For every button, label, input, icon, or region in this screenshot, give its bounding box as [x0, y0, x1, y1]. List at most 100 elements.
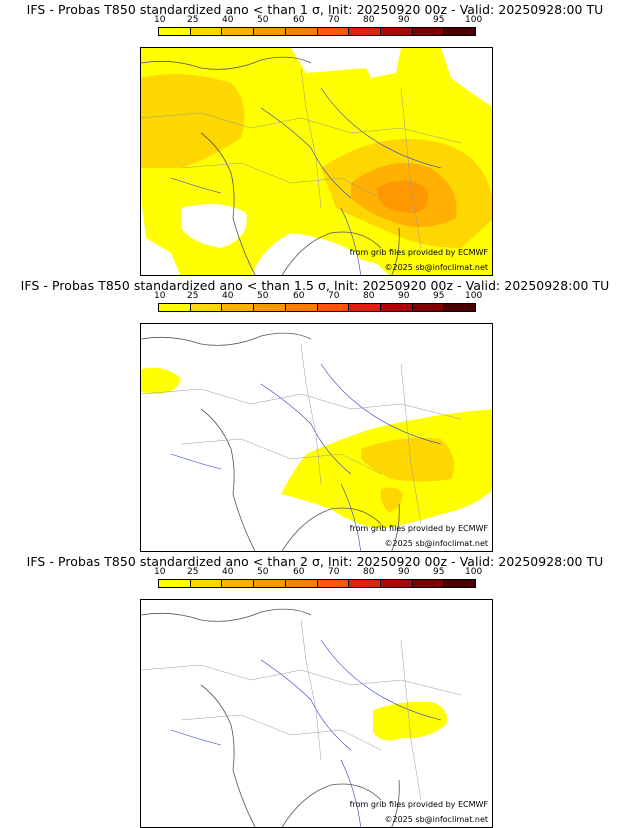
colorbar-swatch — [317, 304, 350, 311]
colorbar-swatch — [317, 28, 350, 35]
colorbar-tick: 70 — [328, 15, 340, 25]
probability-map: from grib files provided by ECMWF ©2025 … — [140, 323, 493, 552]
admin-borders — [141, 343, 462, 525]
colorbar-swatch — [254, 580, 286, 587]
no-prob-area — [356, 48, 401, 78]
colorbar-tick: 10 — [154, 15, 166, 25]
copyright-credit: ©2025 sb@infoclimat.net — [384, 263, 489, 272]
map-canvas — [141, 48, 492, 275]
colorbar-swatch — [254, 304, 286, 311]
coastlines — [141, 608, 400, 827]
colorbar-swatch — [190, 580, 223, 587]
colorbar-tick: 95 — [433, 15, 445, 25]
colorbar-tick: 100 — [465, 291, 483, 301]
prob-area-50 — [376, 180, 429, 213]
colorbar-tick-labels: 10 25 40 50 60 70 80 90 95 100 — [0, 292, 630, 302]
colorbar-swatch — [159, 304, 191, 311]
colorbar-swatch — [190, 28, 223, 35]
colorbar-tick: 80 — [363, 567, 375, 577]
colorbar-tick: 10 — [154, 291, 166, 301]
map-canvas — [141, 608, 462, 827]
prob-area-25 — [361, 437, 455, 482]
colorbar-tick: 10 — [154, 567, 166, 577]
colorbar-tick: 80 — [363, 15, 375, 25]
colorbar-tick: 70 — [328, 567, 340, 577]
colorbar-tick: 40 — [222, 291, 234, 301]
no-prob-area — [181, 204, 247, 248]
colorbar-swatch — [317, 580, 350, 587]
admin-borders — [141, 67, 462, 249]
rivers — [170, 363, 442, 551]
colorbar-tick: 40 — [222, 15, 234, 25]
copyright-credit: ©2025 sb@infoclimat.net — [384, 539, 489, 548]
rivers — [170, 639, 442, 827]
colorbar-swatch — [222, 304, 255, 311]
no-prob-area — [251, 233, 370, 275]
colorbar-swatch — [444, 580, 476, 587]
rivers — [170, 87, 442, 275]
colorbar-tick: 25 — [187, 291, 199, 301]
colorbar-swatch — [444, 28, 476, 35]
colorbar-tick: 95 — [433, 291, 445, 301]
coastlines — [141, 56, 400, 275]
colorbar-tick: 90 — [398, 567, 410, 577]
colorbar-swatch — [412, 28, 445, 35]
colorbar-tick: 50 — [257, 567, 269, 577]
colorbar-swatch — [380, 304, 413, 311]
colorbar-tick: 40 — [222, 567, 234, 577]
colorbar-swatch — [285, 580, 318, 587]
panel-title: IFS - Probas T850 standardized ano < tha… — [20, 278, 610, 293]
colorbar-tick-labels: 10 25 40 50 60 70 80 90 95 100 — [0, 568, 630, 578]
colorbar-tick: 25 — [187, 567, 199, 577]
colorbar-tick: 60 — [293, 15, 305, 25]
copyright-credit: ©2025 sb@infoclimat.net — [384, 815, 489, 824]
colorbar-swatch — [349, 28, 381, 35]
prob-area-10 — [373, 701, 447, 741]
prob-area-10 — [141, 367, 181, 394]
colorbar-tick: 95 — [433, 567, 445, 577]
colorbar-tick: 90 — [398, 15, 410, 25]
source-credit: from grib files provided by ECMWF — [349, 248, 488, 257]
colorbar-swatch — [349, 304, 381, 311]
source-credit: from grib files provided by ECMWF — [349, 800, 488, 809]
colorbar-swatch — [285, 28, 318, 35]
panel-title: IFS - Probas T850 standardized ano < tha… — [26, 554, 604, 569]
colorbar-tick: 60 — [293, 291, 305, 301]
colorbar-tick: 100 — [465, 15, 483, 25]
source-credit: from grib files provided by ECMWF — [349, 524, 488, 533]
chart-panel-2: IFS - Probas T850 standardized ano < tha… — [0, 276, 630, 552]
colorbar — [158, 303, 476, 312]
colorbar-swatch — [159, 580, 191, 587]
colorbar-swatch — [349, 580, 381, 587]
colorbar-tick: 50 — [257, 291, 269, 301]
map-canvas — [141, 332, 492, 551]
admin-borders — [141, 619, 462, 801]
colorbar-swatch — [380, 28, 413, 35]
panel-title: IFS - Probas T850 standardized ano < tha… — [26, 2, 604, 17]
colorbar-swatch — [254, 28, 286, 35]
colorbar-swatch — [380, 580, 413, 587]
colorbar-tick: 100 — [465, 567, 483, 577]
colorbar-swatch — [222, 28, 255, 35]
colorbar-tick-labels: 10 25 40 50 60 70 80 90 95 100 — [0, 16, 630, 26]
colorbar — [158, 579, 476, 588]
no-prob-area — [441, 48, 492, 107]
colorbar-swatch — [159, 28, 191, 35]
colorbar-swatch — [444, 304, 476, 311]
colorbar-tick: 25 — [187, 15, 199, 25]
colorbar-tick: 70 — [328, 291, 340, 301]
colorbar — [158, 27, 476, 36]
coastlines — [141, 332, 400, 551]
colorbar-tick: 60 — [293, 567, 305, 577]
chart-panel-3: IFS - Probas T850 standardized ano < tha… — [0, 552, 630, 828]
probability-map: from grib files provided by ECMWF ©2025 … — [140, 599, 493, 828]
colorbar-swatch — [412, 580, 445, 587]
prob-area-25 — [141, 74, 245, 168]
colorbar-swatch — [412, 304, 445, 311]
colorbar-swatch — [190, 304, 223, 311]
probability-map: from grib files provided by ECMWF ©2025 … — [140, 47, 493, 276]
colorbar-swatch — [222, 580, 255, 587]
colorbar-tick: 50 — [257, 15, 269, 25]
colorbar-swatch — [285, 304, 318, 311]
colorbar-tick: 80 — [363, 291, 375, 301]
